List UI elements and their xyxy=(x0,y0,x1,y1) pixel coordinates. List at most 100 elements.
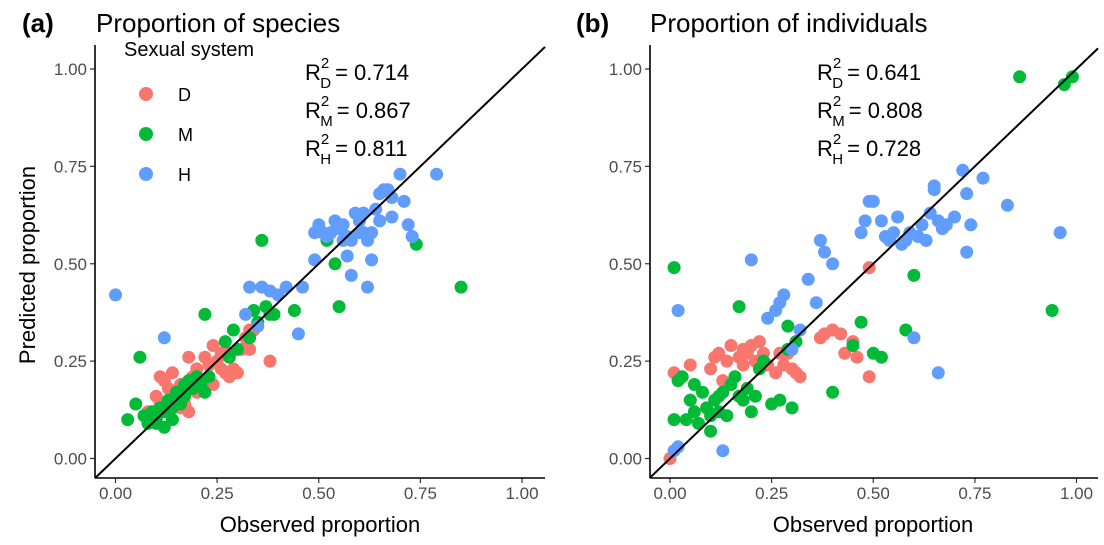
panel-a-point-H xyxy=(239,307,253,321)
panel-a-point-H xyxy=(296,280,309,294)
panel-b-point-H xyxy=(813,233,827,247)
panel-b-point-M xyxy=(687,378,701,391)
panel-a-point-M xyxy=(328,257,342,271)
panel-b-point-H xyxy=(960,187,974,201)
panel-a-point-H xyxy=(157,331,171,345)
panel-a-y-tick-label: 0.25 xyxy=(54,352,87,371)
panel-a-tag: (a) xyxy=(22,8,54,38)
panel-a-r2-D: R2 D = 0.714 xyxy=(305,55,409,92)
panel-b-point-M xyxy=(773,393,787,407)
legend-items: DMH xyxy=(139,85,193,185)
panel-b-point-H xyxy=(923,206,937,220)
panel-a-points xyxy=(94,46,546,479)
panel-b-points xyxy=(649,47,1099,479)
panel-a-point-M xyxy=(129,397,143,411)
panel-b-point-H xyxy=(793,323,807,337)
panel-a-point-D xyxy=(206,339,220,352)
panel-b-point-M xyxy=(696,385,709,399)
panel-a-x-tick-label: 1.00 xyxy=(505,484,538,503)
legend-swatch-D xyxy=(139,87,153,101)
panel-b-point-D xyxy=(724,339,738,352)
panel-b-y-tick-label: 0.50 xyxy=(609,255,642,274)
panel-a-point-H xyxy=(251,319,265,333)
panel-b-point-H xyxy=(1000,198,1014,212)
panel-a: (a) Proportion of species Observed propo… xyxy=(15,8,546,537)
panel-a-point-M xyxy=(267,307,281,321)
panel-b-point-H xyxy=(927,179,941,193)
panel-b-x-tick-label: 0.00 xyxy=(653,484,686,503)
panel-a-point-H xyxy=(401,218,415,232)
panel-b: (b) Proportion of individuals Observed p… xyxy=(576,8,1099,537)
panel-a-point-M xyxy=(198,307,212,321)
panel-b-r2-H: R2 H = 0.728 xyxy=(817,131,921,168)
panel-b-point-M xyxy=(1045,304,1059,317)
legend-label-H: H xyxy=(178,165,191,185)
panel-b-point-M xyxy=(683,393,697,407)
panel-a-point-H xyxy=(340,249,354,263)
panel-a-r2-H: R2 H = 0.811 xyxy=(305,131,407,168)
panel-a-r2-M: R2 M = 0.867 xyxy=(305,93,411,130)
panel-a-point-H xyxy=(271,288,285,302)
panel-a-point-H xyxy=(373,214,387,228)
panel-b-point-M xyxy=(692,416,705,430)
panel-b-point-M xyxy=(748,389,762,403)
panel-a-x-tick-label: 0.75 xyxy=(404,484,437,503)
panel-b-point-M xyxy=(1013,70,1027,84)
panel-a-x-tick-label: 0.50 xyxy=(302,484,335,503)
panel-b-point-M xyxy=(1057,78,1071,92)
panel-b-point-D xyxy=(736,358,750,372)
panel-a-point-H xyxy=(385,210,399,224)
panel-b-point-H xyxy=(964,218,978,232)
panel-b-point-H xyxy=(874,214,888,228)
panel-a-point-M xyxy=(202,370,216,384)
panel-b-point-M xyxy=(667,413,681,427)
panel-b-point-H xyxy=(785,342,799,356)
panel-b-point-M xyxy=(732,300,746,314)
panel-b-point-H xyxy=(826,257,840,271)
panel-a-point-D xyxy=(182,350,196,364)
panel-b-point-M xyxy=(675,370,689,384)
panel-a-point-M xyxy=(178,389,192,403)
panel-b-axes xyxy=(649,45,1098,479)
panel-b-x-tick-label: 0.75 xyxy=(958,484,991,503)
panel-a-y-tick-label: 0.50 xyxy=(54,255,87,274)
panel-b-point-M xyxy=(687,405,701,419)
panel-a-y-tick-label: 0.00 xyxy=(54,450,87,469)
panel-b-point-H xyxy=(1053,226,1067,240)
panel-a-point-H xyxy=(365,226,379,240)
panel-b-point-H xyxy=(919,233,933,247)
legend-label-D: D xyxy=(178,85,191,105)
panel-b-y-tick-label: 1.00 xyxy=(609,60,642,79)
panel-b-point-H xyxy=(976,171,990,185)
panel-a-reference-line xyxy=(94,46,546,479)
panel-b-point-H xyxy=(915,218,929,232)
panel-b-point-D xyxy=(793,370,807,384)
panel-a-point-M xyxy=(165,401,179,415)
panel-a-point-H xyxy=(430,167,444,181)
panel-a-point-H xyxy=(243,280,257,294)
panel-a-point-H xyxy=(397,194,411,208)
panel-b-r2-M: R2 M = 0.808 xyxy=(817,93,923,130)
panel-a-point-H xyxy=(357,206,370,220)
panel-b-point-M xyxy=(785,401,799,415)
legend: Sexual system DMH xyxy=(124,39,254,185)
panel-b-point-H xyxy=(948,210,961,224)
legend-title: Sexual system xyxy=(124,39,254,61)
panel-b-point-M xyxy=(740,381,754,395)
panel-b-tag: (b) xyxy=(576,8,609,38)
panel-b-point-D xyxy=(720,354,734,368)
panel-b-point-M xyxy=(744,405,758,419)
panel-a-point-D xyxy=(243,342,257,356)
panel-b-point-H xyxy=(818,245,831,259)
panel-b-point-H xyxy=(858,214,872,228)
panel-a-point-M xyxy=(198,385,212,399)
panel-a-point-M xyxy=(255,233,269,247)
panel-b-y-tick-label: 0.25 xyxy=(609,352,642,371)
panel-a-y-axis-title: Predicted proportion xyxy=(15,166,40,364)
panel-b-x-axis-title: Observed proportion xyxy=(773,512,974,537)
panel-b-point-D xyxy=(712,346,726,360)
panel-b-title: Proportion of individuals xyxy=(650,8,928,38)
panel-b-point-M xyxy=(667,261,681,275)
panel-b-point-M xyxy=(874,350,888,364)
panel-a-title: Proportion of species xyxy=(96,8,340,38)
